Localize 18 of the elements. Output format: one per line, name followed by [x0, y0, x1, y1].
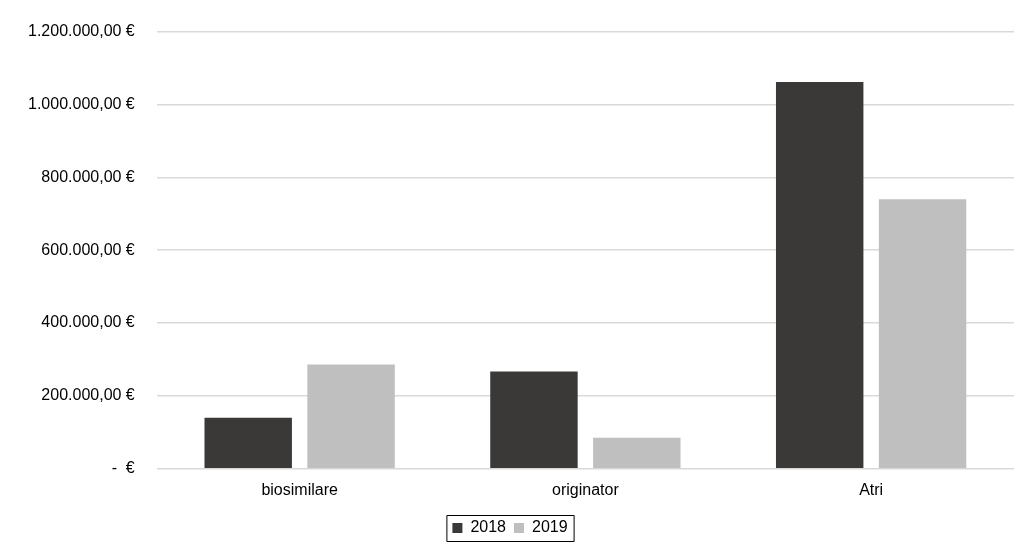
y-tick-label: 1.000.000,00 €: [28, 94, 135, 112]
x-tick-label: Atri: [859, 480, 884, 498]
bar: [307, 364, 395, 469]
bar: [878, 199, 967, 469]
bar: [490, 371, 578, 469]
legend-label: 2019: [532, 518, 568, 536]
bar: [775, 81, 864, 469]
x-tick-label: originator: [552, 480, 620, 498]
y-tick-label: - €: [111, 459, 135, 477]
y-tick-label: 1.200.000,00 €: [28, 22, 135, 40]
legend-label: 2018: [470, 518, 507, 536]
y-tick-label: 200.000,00 €: [41, 386, 135, 404]
y-tick-label: 400.000,00 €: [41, 313, 135, 331]
bar: [204, 417, 292, 469]
y-tick-label: 800.000,00 €: [41, 167, 135, 185]
bar: [593, 437, 681, 469]
x-tick-label: biosimilare: [261, 480, 338, 498]
y-tick-label: 600.000,00 €: [41, 240, 135, 258]
